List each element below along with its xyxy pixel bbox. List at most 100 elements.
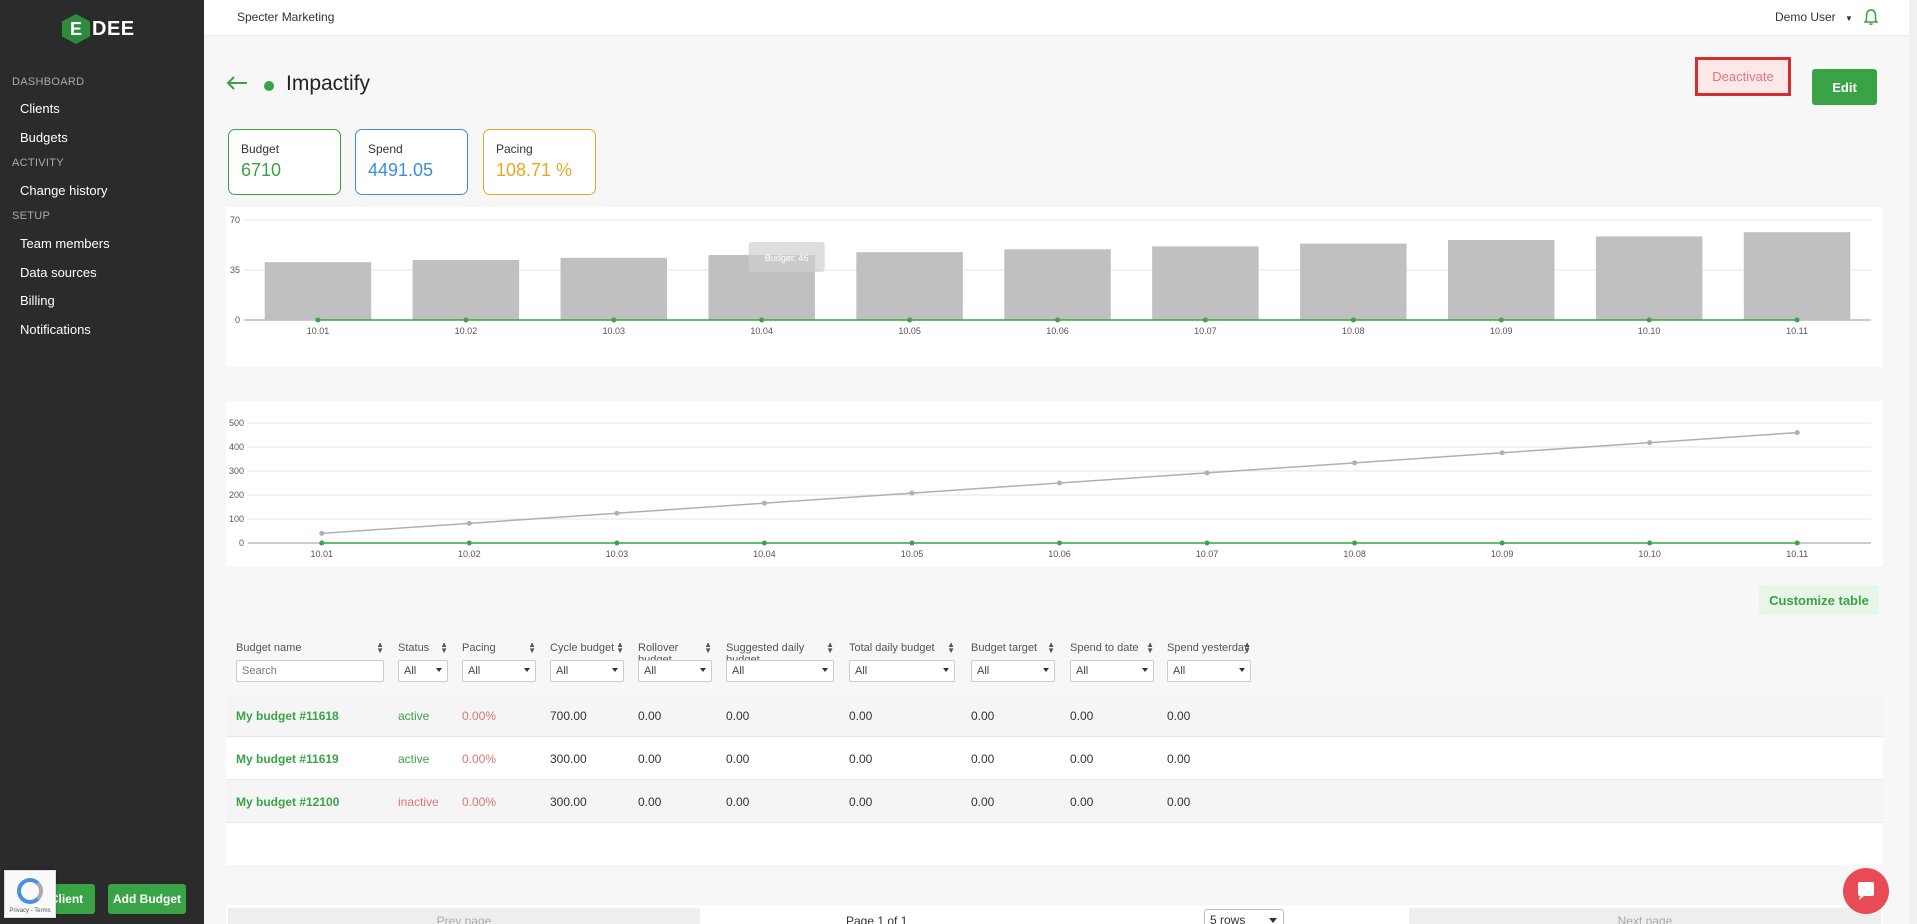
budget-name-link[interactable]: My budget #12100: [236, 795, 340, 809]
column-filter-select[interactable]: All: [971, 660, 1055, 682]
x-tick-label: 10.10: [1638, 549, 1661, 559]
y-tick-label: 100: [229, 514, 244, 524]
notification-bell-icon[interactable]: [1862, 8, 1880, 26]
add-budget-button[interactable]: Add Budget: [108, 884, 186, 914]
table-row[interactable]: My budget #11618 active 0.00% 700.00 0.00 0.0…: [226, 694, 1883, 737]
bar[interactable]: [1447, 240, 1555, 320]
rows-per-page-select[interactable]: 5 rows: [1204, 909, 1284, 924]
table-cell: 0.00: [1167, 709, 1191, 723]
sidebar-item-change-history[interactable]: Change history: [20, 183, 108, 198]
x-tick-label: 10.09: [1491, 549, 1514, 559]
chevron-down-icon: [700, 668, 706, 672]
data-point: [761, 500, 767, 506]
table-cell: 0.00: [849, 709, 873, 723]
filter-value: All: [855, 665, 868, 677]
x-tick-label: 10.08: [1343, 549, 1366, 559]
sidebar-item-notifications[interactable]: Notifications: [20, 322, 91, 337]
sort-icon[interactable]: ▲ ▼: [1146, 640, 1154, 655]
table-cell: 0.00%: [462, 795, 497, 809]
column-header[interactable]: Pacing ▲ ▼: [462, 640, 536, 655]
column-filter-select[interactable]: All: [462, 660, 536, 682]
top-bar: Specter Marketing Demo User ▼: [204, 0, 1917, 36]
sort-icon[interactable]: ▲ ▼: [616, 640, 624, 655]
column-header-label: Spend to date: [1070, 642, 1139, 654]
sidebar-item-clients[interactable]: Clients: [20, 101, 60, 116]
sort-icon[interactable]: ▲ ▼: [1047, 640, 1055, 655]
table-cell: 0.00: [1070, 709, 1094, 723]
sort-icon[interactable]: ▲ ▼: [528, 640, 536, 655]
search-input[interactable]: Search: [236, 660, 384, 682]
x-tick-label: 10.04: [753, 549, 776, 559]
sidebar-item-team-members[interactable]: Team members: [20, 236, 110, 251]
bar[interactable]: [412, 260, 520, 320]
sort-icon[interactable]: ▲ ▼: [1243, 640, 1251, 655]
filter-value: All: [644, 665, 657, 677]
column-header[interactable]: Budget name ▲ ▼: [236, 640, 384, 655]
stat-value: 4491.05: [368, 160, 434, 180]
app-logo[interactable]: E DEE: [62, 14, 135, 44]
deactivate-button[interactable]: Deactivate: [1695, 57, 1791, 96]
column-header[interactable]: Spend yesterday ▲ ▼: [1167, 640, 1251, 655]
data-point: [1202, 317, 1208, 323]
column-header-label: Budget target: [971, 642, 1038, 654]
column-header[interactable]: Status ▲ ▼: [398, 640, 448, 655]
table-row[interactable]: My budget #11619 active 0.00% 300.00 0.00 0.0…: [226, 737, 1883, 780]
bar[interactable]: [1300, 243, 1407, 320]
column-header[interactable]: Spend to date ▲ ▼: [1070, 640, 1154, 655]
table-cell: 0.00: [1070, 795, 1094, 809]
prev-page-button[interactable]: Prev page: [228, 908, 700, 924]
x-tick-label: 10.05: [898, 326, 921, 336]
sort-icon[interactable]: ▲ ▼: [826, 640, 834, 655]
column-filter-select[interactable]: All: [550, 660, 624, 682]
recaptcha-badge[interactable]: Privacy - Terms: [4, 870, 56, 918]
sort-icon[interactable]: ▲ ▼: [376, 640, 384, 655]
column-header[interactable]: Total daily budget ▲ ▼: [849, 640, 955, 655]
pagination: Prev page Page 1 of 1 5 rows Next page: [226, 905, 1883, 924]
sidebar-item-budgets[interactable]: Budgets: [20, 130, 68, 145]
sidebar: E DEE DASHBOARD Clients Budgets ACTIVITY…: [0, 0, 204, 924]
column-filter-select[interactable]: All: [398, 660, 448, 682]
table-cell: 0.00: [638, 709, 662, 723]
budget-name-link[interactable]: My budget #11619: [236, 752, 339, 766]
x-tick-label: 10.03: [603, 326, 626, 336]
budget-name-link[interactable]: My budget #11618: [236, 709, 339, 723]
sidebar-item-billing[interactable]: Billing: [20, 293, 55, 308]
sort-icon[interactable]: ▲ ▼: [440, 640, 448, 655]
bar[interactable]: [1152, 246, 1259, 320]
column-filter-select[interactable]: All: [726, 660, 834, 682]
column-filter-select[interactable]: All: [1070, 660, 1154, 682]
chart-tooltip: [748, 242, 825, 272]
user-menu[interactable]: Demo User ▼: [1775, 10, 1853, 24]
x-tick-label: 10.06: [1048, 549, 1071, 559]
edit-button[interactable]: Edit: [1812, 69, 1877, 105]
bar[interactable]: [856, 252, 963, 320]
sort-icon[interactable]: ▲ ▼: [947, 640, 955, 655]
customize-table-button[interactable]: Customize table: [1759, 585, 1879, 615]
sort-icon[interactable]: ▲ ▼: [704, 640, 712, 655]
column-filter-select[interactable]: All: [638, 660, 712, 682]
data-point: [315, 317, 321, 323]
data-point: [611, 317, 617, 323]
bar[interactable]: [1595, 236, 1703, 320]
page-scrollbar[interactable]: [1909, 0, 1917, 924]
back-arrow-icon[interactable]: [226, 75, 248, 91]
column-header[interactable]: Cycle budget ▲ ▼: [550, 640, 624, 655]
data-point: [759, 317, 765, 323]
data-point: [1352, 540, 1358, 546]
bar[interactable]: [560, 257, 668, 320]
column-header[interactable]: Budget target ▲ ▼: [971, 640, 1055, 655]
next-page-button[interactable]: Next page: [1409, 908, 1881, 924]
filter-value: All: [556, 665, 569, 677]
column-filter-select[interactable]: All: [1167, 660, 1251, 682]
sidebar-item-data-sources[interactable]: Data sources: [20, 265, 97, 280]
table-row[interactable]: My budget #12100 inactive 0.00% 300.00 0.00 0…: [226, 780, 1883, 823]
column-header-label: Budget name: [236, 642, 302, 654]
data-point: [1057, 540, 1062, 546]
chevron-down-icon: [524, 668, 530, 672]
bar[interactable]: [264, 262, 372, 320]
chat-widget-button[interactable]: [1843, 868, 1889, 914]
bar[interactable]: [1743, 232, 1851, 320]
column-filter-select[interactable]: All: [849, 660, 955, 682]
x-tick-label: 10.02: [455, 326, 478, 336]
bar[interactable]: [1004, 249, 1111, 320]
